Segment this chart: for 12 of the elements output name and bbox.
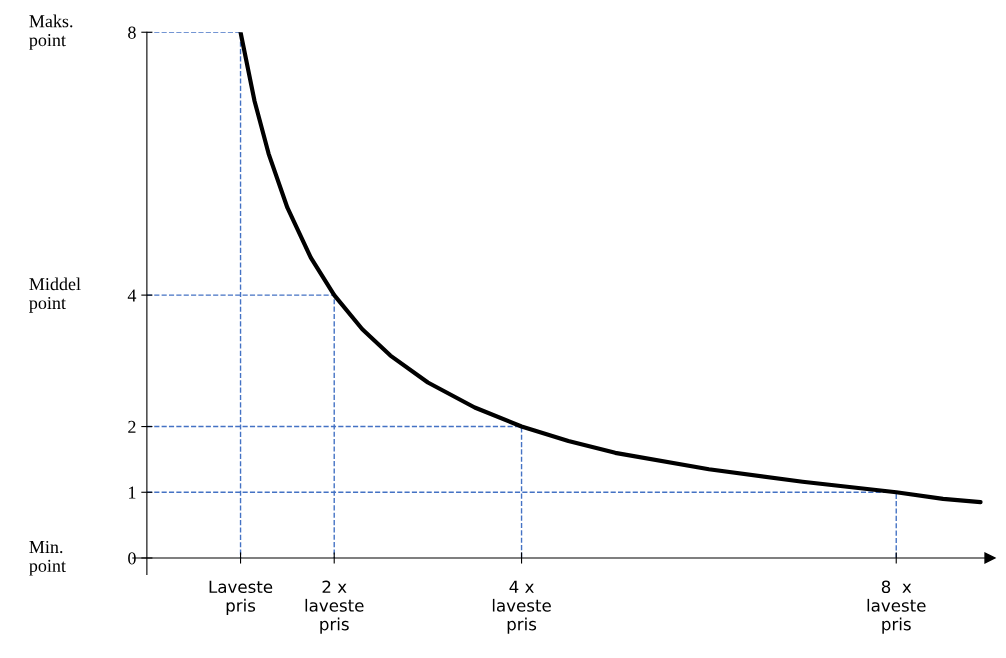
x-tick-label: 2 x laveste pris [305, 580, 364, 634]
text: Min. point [29, 540, 66, 576]
y-tick-label: 2 [128, 420, 136, 433]
text: Maks. point [29, 14, 73, 50]
x-tick-label: 8 x laveste pris [867, 580, 926, 634]
text: Middel point [29, 277, 81, 313]
x-tick-label: 4 x laveste pris [492, 580, 551, 634]
y-tick-label: 0 [128, 552, 136, 565]
y-tick-label: 8 [128, 26, 136, 39]
y-tick-label: 4 [127, 289, 137, 302]
x-tick-label: Laveste pris [209, 580, 273, 615]
y-tick-label: 1 [129, 486, 136, 499]
